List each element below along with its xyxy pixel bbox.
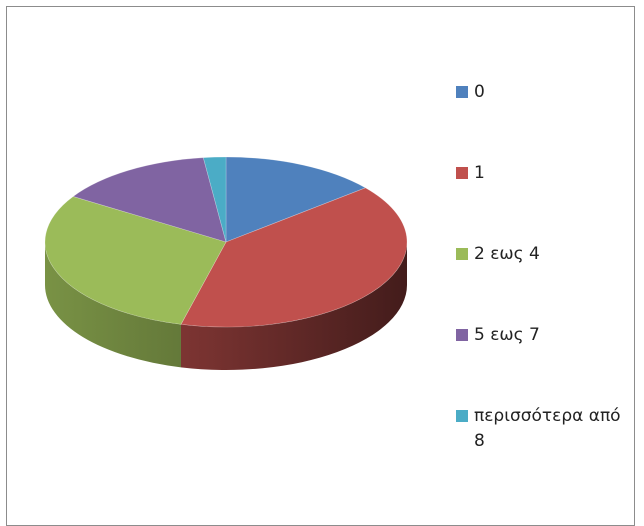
pie-slice-3	[72, 157, 227, 243]
pie-slices	[44, 156, 408, 328]
legend-item-1: 1	[456, 161, 624, 186]
legend-label-0: 0	[474, 82, 485, 102]
pie-sides	[45, 242, 407, 370]
pie-side-2-1	[45, 242, 181, 368]
legend-item-0: 0	[456, 80, 624, 105]
legend-label-3: 5 εως 7	[474, 325, 540, 345]
legend-swatch-1	[456, 167, 468, 179]
pie-slice-1	[180, 187, 408, 328]
pie-side-1-1	[180, 242, 407, 370]
pie-slice-0	[225, 156, 367, 243]
pie-slice-2	[44, 196, 227, 325]
legend-swatch-2	[456, 248, 468, 260]
pie-slice-4	[202, 156, 227, 243]
legend-swatch-0	[456, 86, 468, 98]
legend-swatch-4	[456, 410, 468, 422]
legend-item-3: 5 εως 7	[456, 323, 624, 348]
legend-label-2: 2 εως 4	[474, 244, 540, 264]
legend-label-1: 1	[474, 163, 485, 183]
legend-item-2: 2 εως 4	[456, 242, 624, 267]
legend-item-4: περισσότερα από 8	[456, 404, 624, 454]
legend-swatch-3	[456, 329, 468, 341]
legend-label-4: περισσότερα από 8	[474, 406, 621, 451]
